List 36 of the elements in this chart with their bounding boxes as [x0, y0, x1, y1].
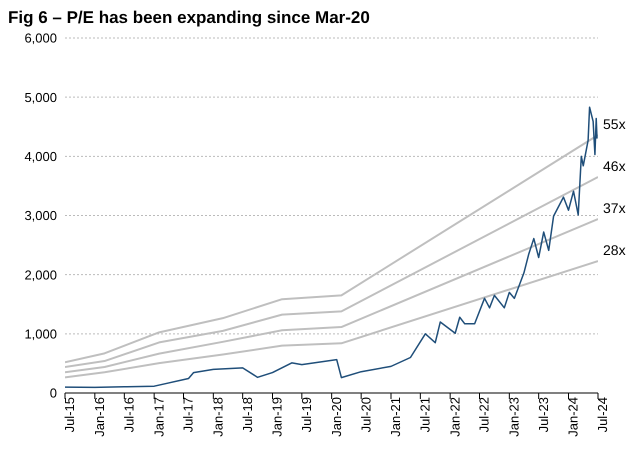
x-tick-label: Jul-22 — [476, 397, 492, 432]
x-tick-label: Jul-18 — [240, 397, 255, 432]
y-tick-label: 0 — [50, 386, 57, 401]
line-series — [65, 106, 598, 388]
y-tick-label: 2,000 — [24, 267, 57, 282]
x-tick-label: Jan-16 — [92, 397, 108, 437]
x-tick-label: Jan-19 — [270, 397, 285, 437]
series-label: 28x — [603, 242, 626, 258]
line-series — [65, 218, 598, 374]
x-tick-label: Jan-20 — [328, 397, 344, 437]
x-tick-label: Jul-20 — [358, 397, 374, 432]
x-tick-label: Jan-18 — [210, 397, 226, 437]
x-tick-label: Jan-22 — [447, 397, 462, 437]
line-series — [65, 176, 598, 368]
y-tick-label: 5,000 — [24, 90, 57, 105]
y-tick-label: 6,000 — [24, 30, 57, 46]
line-series — [65, 260, 598, 378]
x-tick-label: Jul-19 — [299, 397, 314, 432]
y-tick-label: 3,000 — [24, 208, 57, 224]
x-tick-label: Jan-23 — [506, 397, 522, 437]
series-label: 37x — [603, 200, 626, 216]
x-tick-label: Jul-17 — [180, 397, 196, 432]
x-tick-label: Jul-24 — [595, 397, 610, 432]
x-tick-label: Jan-17 — [151, 397, 166, 437]
x-tick-label: Jul-21 — [418, 397, 433, 432]
x-tick-label: Jul-16 — [122, 397, 137, 432]
x-tick-label: Jul-23 — [536, 397, 551, 432]
chart-title: Fig 6 – P/E has been expanding since Mar-20 — [8, 8, 371, 29]
x-tick-label: Jan-21 — [388, 397, 404, 437]
series-label: 46x — [603, 158, 626, 174]
line-series — [65, 134, 598, 364]
x-tick-label: Jul-15 — [62, 397, 78, 432]
series-label: 55x — [603, 116, 626, 132]
y-tick-label: 4,000 — [24, 148, 57, 164]
y-tick-label: 1,000 — [24, 326, 57, 342]
x-tick-label: Jan-24 — [566, 397, 581, 437]
